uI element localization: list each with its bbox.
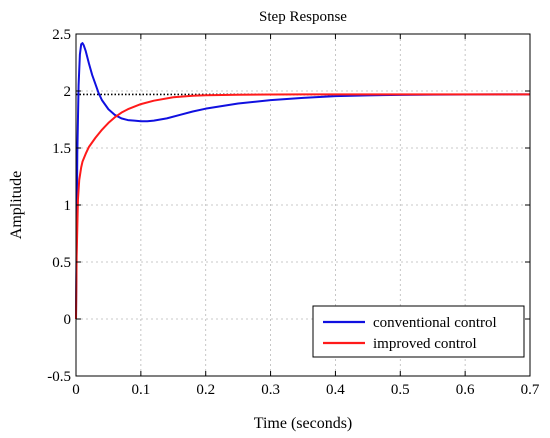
grid xyxy=(76,34,530,376)
x-tick-label: 0.7 xyxy=(521,382,540,398)
x-tick-label: 0.1 xyxy=(131,382,150,398)
ticks: 0 0.1 0.2 0.3 0.4 0.5 0.6 0.7-0.500.511.522.5 xyxy=(47,27,540,398)
legend-entry-label: improved control xyxy=(373,336,477,352)
series-line-improved-control xyxy=(75,93,530,320)
y-axis-label: Amplitude xyxy=(8,171,25,239)
y-tick-label: -0.5 xyxy=(47,369,71,385)
x-tick-label: 0.6 xyxy=(456,382,475,398)
x-tick-label: 0.5 xyxy=(391,382,410,398)
y-tick-label: 0.5 xyxy=(52,255,71,271)
y-tick-label: 2.5 xyxy=(52,27,71,43)
x-tick-label: 0 xyxy=(72,382,80,398)
series-line-conventional-control xyxy=(75,42,530,320)
chart-title: Step Response xyxy=(259,9,347,25)
x-tick-label: 0.4 xyxy=(326,382,345,398)
legend-box xyxy=(312,305,525,358)
x-tick-label: 0.2 xyxy=(196,382,215,398)
y-tick-label: 2 xyxy=(64,84,72,100)
legend-entry-label: conventional control xyxy=(373,315,497,331)
y-tick-label: 1.5 xyxy=(52,141,71,157)
series-group xyxy=(75,42,530,320)
y-tick-label: 0 xyxy=(64,312,72,328)
y-tick-label: 1 xyxy=(64,198,72,214)
x-tick-label: 0.3 xyxy=(261,382,280,398)
legend: conventional control improved control xyxy=(312,305,525,358)
x-axis-label: Time (seconds) xyxy=(254,415,353,432)
